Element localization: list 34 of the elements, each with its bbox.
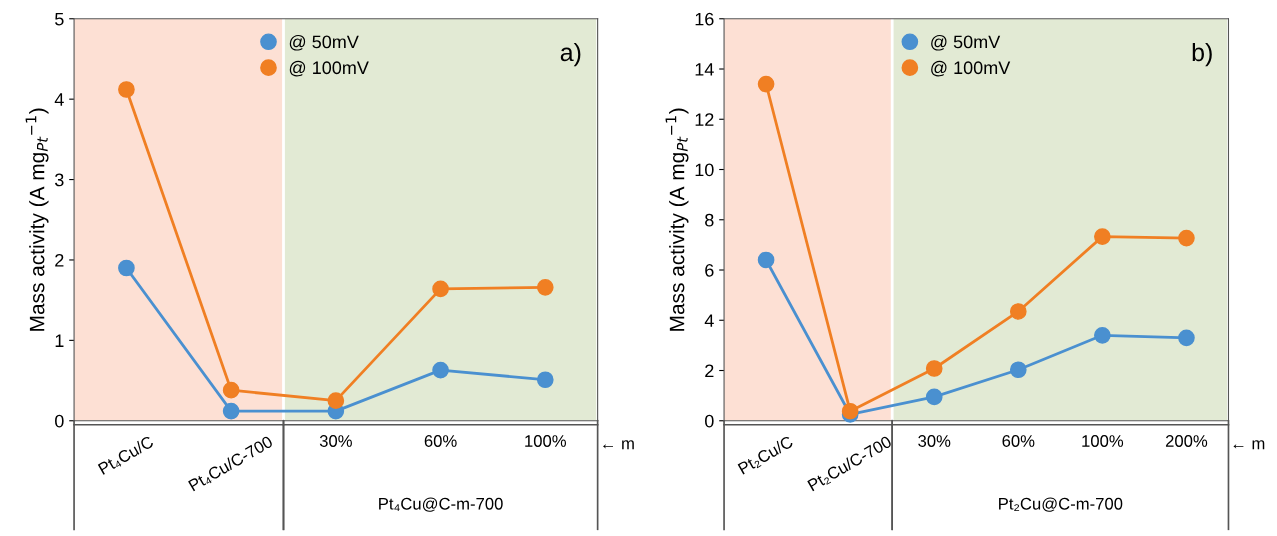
y-tick-label: 2 [55, 253, 64, 267]
y-tick-label: 5 [55, 12, 64, 26]
y-tick-label: 2 [705, 364, 714, 378]
y-axis-title: Mass activity (A mg$_{Pt}$$^{−1}$) [665, 108, 689, 331]
legend-label: @ 50mV [289, 35, 359, 51]
y-tick-label: 6 [705, 263, 714, 277]
text: b) [1192, 42, 1212, 67]
x-tick-label: 100% [525, 435, 566, 447]
text: ← m [1233, 440, 1265, 450]
y-tick-label: 0 [55, 414, 64, 428]
x-tick-label: 30% [319, 435, 352, 447]
y-tick-label: 10 [695, 163, 714, 177]
text: Pt₂Cu@C-m-700 [999, 497, 1123, 512]
y-tick-label: 14 [695, 63, 714, 76]
x-tick-label: 60% [424, 435, 457, 447]
y-tick-label: 8 [705, 213, 714, 227]
y-axis-title: Mass activity (A mg$_{Pt}$$^{−1}$) [25, 108, 49, 331]
legend-label: @ 100mV [931, 60, 1011, 77]
text: a) [560, 42, 581, 67]
x-tick-label: 30% [918, 435, 951, 447]
legend-label: @ 100mV [289, 60, 369, 77]
y-tick-label: 4 [54, 93, 64, 106]
y-tick-label: 12 [695, 113, 714, 126]
x-tick-label: 100% [1082, 435, 1124, 447]
y-tick-label: 1 [55, 334, 64, 347]
x-tick-label: 200% [1165, 435, 1208, 447]
y-tick-label: 0 [705, 414, 714, 428]
y-tick-label: 16 [695, 12, 714, 26]
text: Pt₄Cu@C-m-700 [379, 497, 503, 512]
text: ← m [603, 440, 634, 450]
y-tick-label: 4 [704, 314, 714, 327]
y-tick-label: 3 [54, 173, 64, 187]
legend-label: @ 50mV [931, 35, 1001, 51]
x-tick-label: 60% [1002, 435, 1035, 447]
